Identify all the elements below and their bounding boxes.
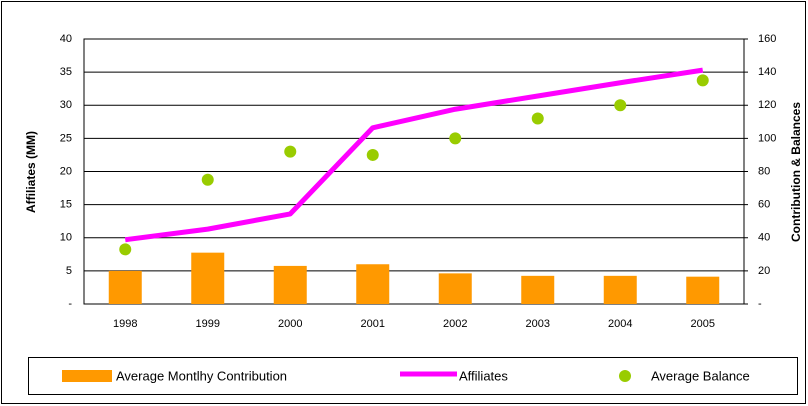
x-tick-label: 1999 bbox=[196, 318, 220, 330]
y-tick-label: 35 bbox=[60, 66, 72, 78]
x-tick-label: 2004 bbox=[608, 318, 632, 330]
y2-tick-label: 140 bbox=[758, 66, 776, 78]
legend-box bbox=[28, 357, 798, 395]
x-tick-label: 1998 bbox=[113, 318, 137, 330]
bar bbox=[438, 273, 472, 304]
y-tick-label: - bbox=[68, 298, 72, 310]
point bbox=[284, 145, 297, 158]
y2-tick-label: 80 bbox=[758, 165, 770, 177]
x-tick-label: 2003 bbox=[526, 318, 550, 330]
y2-tick-label: 20 bbox=[758, 265, 770, 277]
legend-label: Average Montlhy Contribution bbox=[116, 368, 287, 383]
bar bbox=[686, 276, 720, 304]
y2-tick-label: - bbox=[758, 298, 762, 310]
y2-tick-label: 100 bbox=[758, 132, 776, 144]
bar bbox=[273, 265, 307, 304]
bar bbox=[191, 252, 225, 304]
bar bbox=[521, 275, 555, 304]
y-tick-label: 5 bbox=[66, 265, 72, 277]
legend-swatch bbox=[62, 370, 112, 382]
bar bbox=[603, 275, 637, 304]
y-axis-title: Affiliates (MM) bbox=[24, 131, 38, 213]
y2-axis-title: Contribution & Balances bbox=[789, 102, 803, 242]
y-tick-label: 25 bbox=[60, 132, 72, 144]
x-tick-label: 2002 bbox=[443, 318, 467, 330]
point bbox=[366, 148, 379, 161]
point bbox=[449, 132, 462, 145]
line bbox=[124, 67, 704, 243]
legend-swatch bbox=[619, 370, 631, 382]
y2-tick-label: 120 bbox=[758, 99, 776, 111]
x-tick-label: 2001 bbox=[361, 318, 385, 330]
y-tick-label: 30 bbox=[60, 99, 72, 111]
y2-tick-label: 60 bbox=[758, 199, 770, 211]
bar bbox=[108, 270, 142, 304]
y-tick-label: 40 bbox=[60, 33, 72, 45]
y2-tick-label: 160 bbox=[758, 33, 776, 45]
plot-border bbox=[83, 38, 745, 305]
y2-tick-label: 40 bbox=[758, 232, 770, 244]
y-tick-label: 15 bbox=[60, 199, 72, 211]
y-tick-label: 20 bbox=[60, 165, 72, 177]
bar bbox=[356, 264, 390, 304]
legend-label: Affiliates bbox=[459, 368, 508, 383]
legend-label: Average Balance bbox=[651, 368, 750, 383]
point bbox=[201, 173, 214, 186]
point bbox=[614, 99, 627, 112]
point bbox=[119, 243, 132, 256]
x-tick-label: 2000 bbox=[278, 318, 302, 330]
point bbox=[531, 112, 544, 125]
y-tick-label: 10 bbox=[60, 232, 72, 244]
x-tick-label: 2005 bbox=[691, 318, 715, 330]
point bbox=[696, 74, 709, 87]
